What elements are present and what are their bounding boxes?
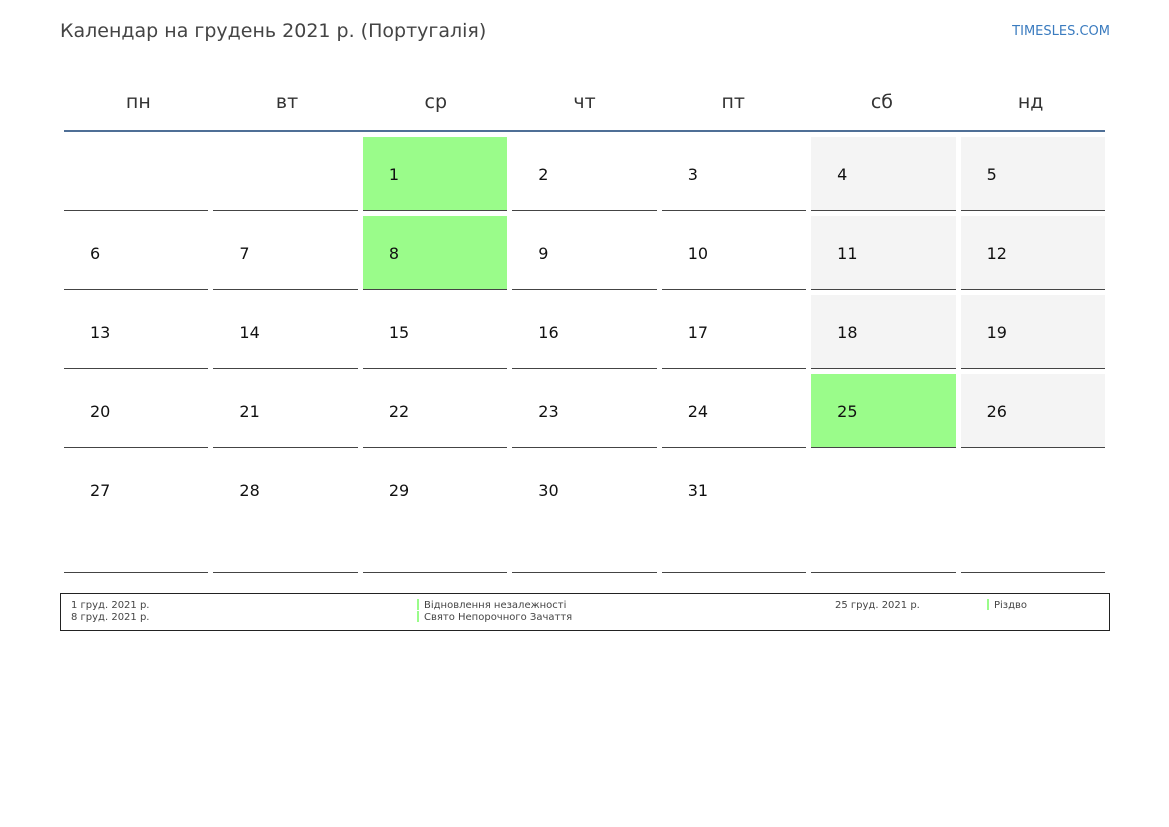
day-cell-weekend: 26 (960, 374, 1105, 448)
weekday-label: ср (424, 91, 448, 113)
week-row: 6 7 8 9 10 11 12 (64, 216, 1105, 290)
day-number: 5 (986, 165, 997, 184)
day-cell-weekend: 11 (811, 216, 956, 290)
holiday-date: 8 груд. 2021 р. (71, 612, 150, 623)
calendar-grid: пн вт ср чт пт сб нд 1 2 3 4 5 6 7 8 9 1… (64, 80, 1105, 573)
day-cell: 6 (64, 216, 209, 290)
day-number: 31 (687, 481, 709, 500)
day-number: 19 (986, 323, 1007, 342)
day-cell: 30 (512, 453, 657, 573)
day-cell-weekend: 12 (960, 216, 1105, 290)
holiday-name: Різдво (994, 600, 1028, 611)
weekday-label: пт (721, 91, 745, 113)
day-cell: 22 (362, 374, 508, 448)
day-number: 27 (90, 481, 111, 500)
day-number: 26 (986, 402, 1007, 421)
week-row: 27 28 29 30 31 (64, 453, 1105, 573)
day-number: 29 (388, 481, 410, 500)
day-cell: 24 (661, 374, 807, 448)
holiday-date: 1 груд. 2021 р. (71, 600, 150, 611)
holiday-name: Свято Непорочного Зачаття (424, 612, 573, 623)
day-cell: 31 (661, 453, 807, 573)
day-number: 3 (687, 165, 698, 184)
day-cell-empty (213, 137, 358, 211)
day-cell: 9 (512, 216, 657, 290)
day-number: 22 (388, 402, 410, 421)
day-number: 21 (239, 402, 260, 421)
holiday-date: 25 груд. 2021 р. (835, 600, 920, 611)
day-number: 25 (837, 402, 858, 421)
weekday-label: вт (275, 91, 299, 113)
holiday-legend: 1 груд. 2021 р. Відновлення незалежності… (60, 593, 1110, 631)
holiday-name-row: Свято Непорочного Зачаття (417, 611, 572, 623)
day-number: 13 (90, 323, 111, 342)
page-title: Календар на грудень 2021 р. (Португалія) (60, 20, 487, 42)
week-row: 20 21 22 23 24 25 26 (64, 374, 1105, 448)
day-number: 8 (388, 244, 400, 263)
day-cell: 23 (512, 374, 657, 448)
day-number: 17 (687, 323, 709, 342)
day-cell: 17 (661, 295, 807, 369)
day-cell: 3 (661, 137, 807, 211)
week-row: 13 14 15 16 17 18 19 (64, 295, 1105, 369)
day-number: 6 (90, 244, 101, 263)
day-cell: 29 (362, 453, 508, 573)
day-cell-holiday: 25 (811, 374, 956, 448)
day-cell-weekend: 19 (960, 295, 1105, 369)
day-cell: 27 (64, 453, 209, 573)
day-cell-weekend: 4 (811, 137, 956, 211)
site-link[interactable]: TIMESLES.COM (1012, 24, 1110, 39)
day-cell: 15 (362, 295, 508, 369)
weekday-label: сб (870, 91, 893, 113)
day-number: 28 (239, 481, 260, 500)
day-number: 23 (538, 402, 559, 421)
weekday-label: пн (125, 91, 151, 113)
holiday-name-row: Різдво (987, 599, 1027, 611)
day-number: 16 (538, 323, 559, 342)
day-cell-holiday: 8 (362, 216, 508, 290)
day-cell-empty (64, 137, 209, 211)
holiday-color-marker (417, 611, 419, 622)
day-cell: 20 (64, 374, 209, 448)
day-cell: 21 (213, 374, 358, 448)
day-cell: 7 (213, 216, 358, 290)
day-number: 14 (239, 323, 260, 342)
day-cell: 16 (512, 295, 657, 369)
holiday-color-marker (417, 599, 419, 610)
holiday-name-row: Відновлення незалежності (417, 599, 566, 611)
day-cell: 2 (512, 137, 657, 211)
day-number: 7 (239, 244, 250, 263)
day-number: 11 (837, 244, 858, 263)
day-cell-empty (960, 453, 1105, 573)
week-row: 1 2 3 4 5 (64, 137, 1105, 211)
weekday-label: чт (573, 91, 596, 113)
day-cell: 28 (213, 453, 358, 573)
day-number: 9 (538, 244, 549, 263)
holiday-name: Відновлення незалежності (424, 600, 567, 611)
holiday-color-marker (987, 599, 989, 610)
day-number: 24 (687, 402, 709, 421)
day-number: 1 (388, 165, 400, 184)
weekday-header: пн вт ср чт пт сб нд (64, 80, 1105, 132)
day-number: 10 (687, 244, 709, 263)
day-number: 15 (388, 323, 410, 342)
day-cell-weekend: 18 (811, 295, 956, 369)
day-number: 30 (538, 481, 559, 500)
day-number: 18 (837, 323, 858, 342)
day-cell-weekend: 5 (960, 137, 1105, 211)
day-cell: 14 (213, 295, 358, 369)
day-number: 20 (90, 402, 111, 421)
day-cell-empty (811, 453, 956, 573)
day-cell-holiday: 1 (362, 137, 508, 211)
day-cell: 13 (64, 295, 209, 369)
day-number: 12 (986, 244, 1007, 263)
day-number: 4 (837, 165, 848, 184)
weekday-label: нд (1017, 91, 1044, 113)
day-number: 2 (538, 165, 549, 184)
day-cell: 10 (661, 216, 807, 290)
